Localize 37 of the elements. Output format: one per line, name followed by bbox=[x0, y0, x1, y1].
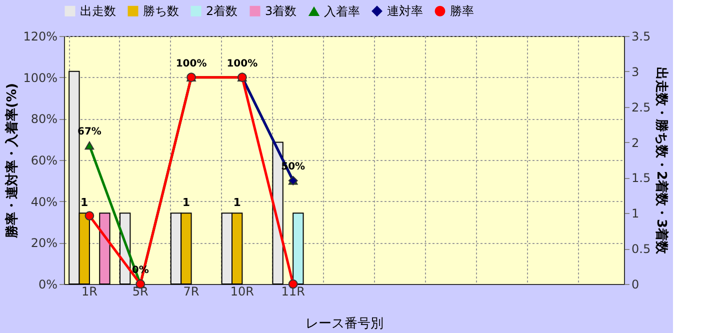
data-label: 1 bbox=[233, 196, 241, 210]
y2-tick-label: 1 bbox=[632, 206, 640, 221]
data-label: 100% bbox=[226, 58, 258, 70]
point bbox=[84, 211, 94, 220]
x-tick-label: 7R bbox=[183, 284, 200, 298]
legend-label: 入着率 bbox=[324, 4, 360, 18]
bar bbox=[292, 212, 304, 284]
y-tick-label: 60% bbox=[30, 154, 58, 168]
data-label: 100% bbox=[176, 58, 207, 70]
y2-axis-title: 出走数・勝ち数・2着数・3着数 bbox=[654, 66, 670, 256]
bar bbox=[99, 212, 110, 284]
y2-tick-label: 3 bbox=[632, 64, 640, 79]
x-tick-label: 10R bbox=[230, 284, 254, 298]
legend-label: 勝率 bbox=[450, 4, 474, 18]
y-tick-label: 80% bbox=[30, 112, 58, 126]
y2-tick-label: 3.5 bbox=[632, 30, 651, 44]
y2-tick-label: 2 bbox=[632, 136, 640, 150]
x-tick-label: 1R bbox=[81, 284, 98, 298]
y-tick-label: 120% bbox=[23, 30, 58, 44]
y2-tick-label: 0 bbox=[632, 278, 640, 292]
x-axis-title: レース番号別 bbox=[306, 316, 384, 332]
y2-tick-label: 2.5 bbox=[632, 100, 651, 114]
y-tick-label: 40% bbox=[30, 194, 58, 209]
y2-tick-label: 1.5 bbox=[632, 171, 651, 186]
y-tick-label: 20% bbox=[30, 236, 58, 250]
legend-label: 3着数 bbox=[265, 4, 297, 18]
y-axis-title: 勝率・連対率・入着率(%) bbox=[4, 83, 20, 239]
y2-tick-label: 0.5 bbox=[632, 242, 651, 256]
data-label: 1 bbox=[80, 196, 88, 210]
data-label: 1 bbox=[182, 196, 190, 210]
y-tick-label: 0% bbox=[38, 278, 58, 292]
legend-label: 勝ち数 bbox=[143, 4, 179, 18]
y-tick-label: 100% bbox=[23, 70, 58, 85]
legend-label: 出走数 bbox=[80, 4, 116, 18]
point bbox=[84, 141, 94, 150]
legend-label: 連対率 bbox=[387, 4, 423, 18]
legend-label: 2着数 bbox=[206, 4, 238, 18]
